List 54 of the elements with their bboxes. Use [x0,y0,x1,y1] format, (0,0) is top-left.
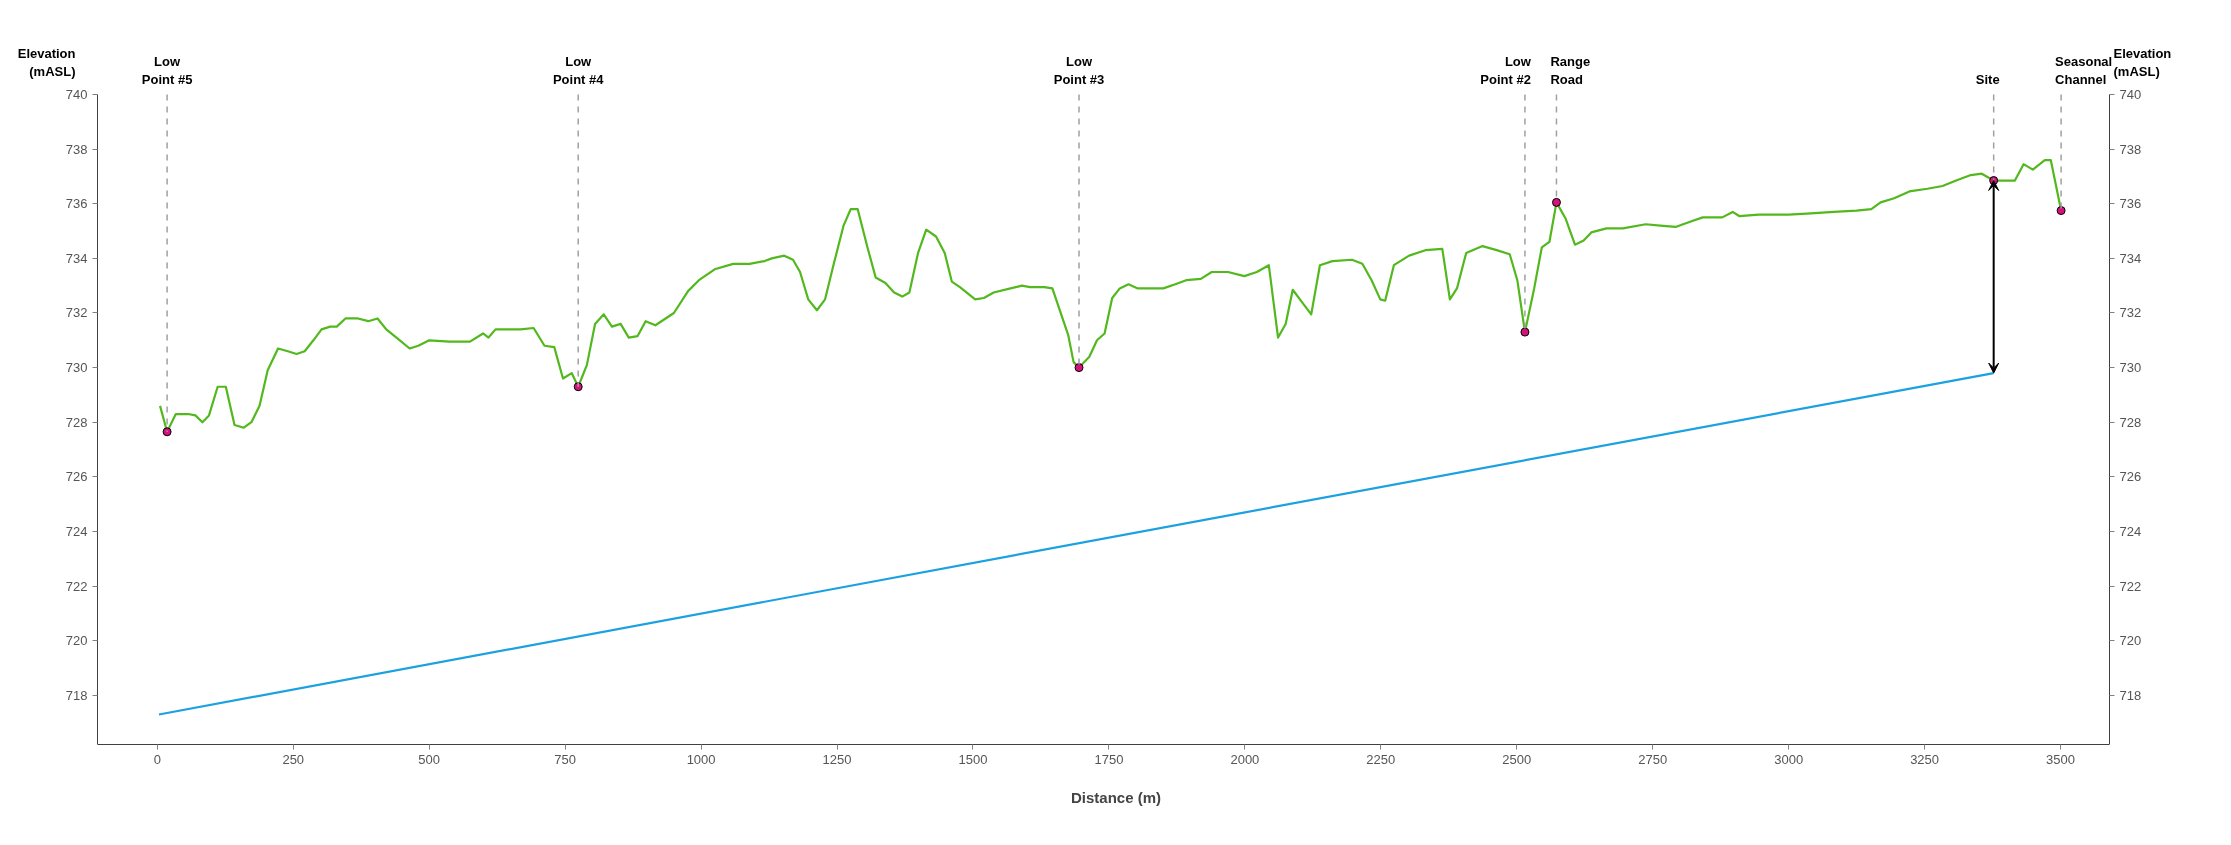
y-tick-label: 718 [65,687,88,703]
ref-line-label: Low Point #4 [552,54,605,87]
y2-axis-title: Elevation (mASL) [2113,46,2172,79]
x-tick-label: 1000 [686,751,716,767]
y-tick-label: 740 [65,87,88,102]
y-tick-label: 720 [65,633,88,649]
x-tick-label: 2750 [1638,751,1668,767]
x-tick-label: 750 [554,751,577,767]
y-tick-label: 738 [65,141,88,157]
x-tick-label: 3500 [2046,751,2076,767]
x-tick-label: 2000 [1230,751,1260,767]
y-tick-label: 734 [65,250,88,266]
x-tick-label: 0 [153,751,161,767]
point [162,427,172,437]
point [1520,327,1530,337]
x-tick-label: 1500 [958,751,988,767]
x-tick-label: 2500 [1502,751,1532,767]
y-tick-label: 730 [65,360,88,376]
ref-line-label: Low Point #2 [1480,54,1532,87]
y-tick-label: 724 [65,523,88,539]
x-tick-label: 2250 [1366,751,1396,767]
y2-tick-label: 734 [2119,250,2142,266]
point [1551,197,1561,207]
ref-line-label: Low Point #5 [141,54,193,87]
x-tick-label: 3000 [1774,751,1804,767]
y-tick-label: 736 [65,196,88,212]
y2-tick-label: 718 [2119,687,2142,703]
y2-tick-label: 722 [2119,578,2142,594]
y-tick-label: 722 [65,578,88,594]
ref-line-label: Seasonal Channel [2055,54,2113,87]
x-tick-label: 1750 [1094,751,1124,767]
y2-tick-label: 738 [2119,141,2142,157]
y2-tick-label: 728 [2119,414,2142,430]
x-tick-label: 250 [282,751,305,767]
y-tick-label: 728 [65,414,88,430]
y-axis-title: Elevation (mASL) [17,46,76,79]
ref-line-label: Site [1975,71,2000,87]
y-tick-label: 726 [65,469,88,485]
x-axis-title: Distance (m) [1070,788,1162,806]
ref-line-label: Low Point #3 [1053,54,1105,87]
y2-tick-label: 720 [2119,633,2142,649]
y2-tick-label: 732 [2119,305,2142,321]
y2-tick-label: 736 [2119,196,2142,212]
x-tick-label: 3250 [1910,751,1940,767]
point [2056,206,2066,216]
y-tick-label: 732 [65,305,88,321]
ref-line-label: Range Road [1550,54,1591,87]
point [1074,363,1084,373]
y2-tick-label: 740 [2119,87,2142,102]
x-tick-label: 500 [418,751,441,767]
y2-tick-label: 724 [2119,523,2142,539]
y2-tick-label: 726 [2119,469,2142,485]
y2-tick-label: 730 [2119,360,2142,376]
x-tick-label: 1250 [822,751,852,767]
